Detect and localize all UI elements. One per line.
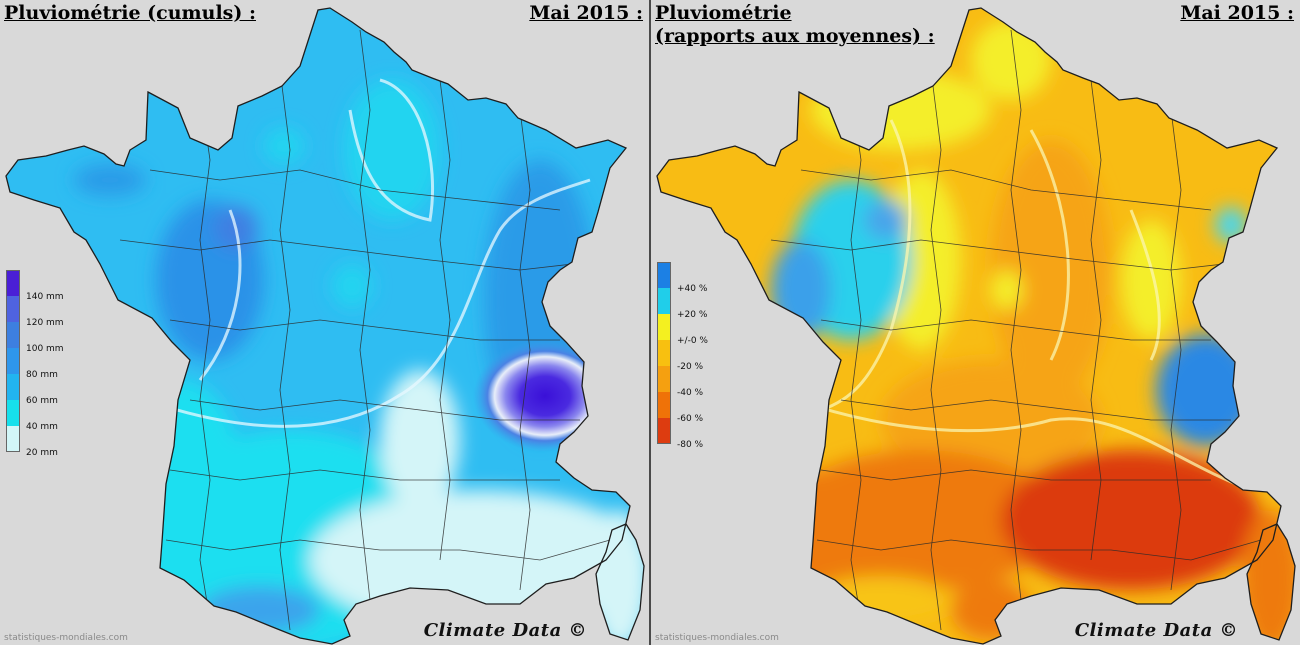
rainfall-anomaly-map-panel: Pluviométrie (rapports aux moyennes) : M…	[651, 0, 1300, 645]
rainfall-anomaly-legend: +40 % +20 % +/-0 % -20 % -40 % -60 % -80 %	[657, 262, 708, 450]
cumulative-rainfall-legend: 140 mm 120 mm 100 mm 80 mm 60 mm 40 mm 20 mm	[6, 270, 64, 458]
legend-label: 40 mm	[26, 422, 58, 432]
legend-swatch	[6, 348, 20, 374]
right-map-date: Mai 2015 :	[1180, 2, 1294, 24]
legend-label: -20 %	[677, 362, 704, 372]
legend-swatch	[6, 426, 20, 452]
legend-swatch	[657, 314, 671, 340]
legend-row: 40 mm	[6, 400, 64, 432]
legend-label: 80 mm	[26, 370, 58, 380]
legend-label: -60 %	[677, 414, 704, 424]
legend-row: -20 %	[657, 340, 708, 372]
left-watermark: statistiques-mondiales.com	[4, 633, 128, 643]
right-credit: Climate Data ©	[1074, 620, 1238, 641]
legend-row: 120 mm	[6, 296, 64, 328]
legend-row: +/-0 %	[657, 314, 708, 346]
legend-row: -60 %	[657, 392, 708, 424]
legend-row: 100 mm	[6, 322, 64, 354]
legend-label: 60 mm	[26, 396, 58, 406]
rainfall-anomaly-map	[656, 7, 1296, 645]
legend-row: 140 mm	[6, 270, 64, 302]
panel-divider	[649, 0, 651, 645]
left-map-date: Mai 2015 :	[529, 2, 643, 24]
legend-swatch	[657, 418, 671, 444]
cumulative-rainfall-map-panel: Pluviométrie (cumuls) : Mai 2015 : 140 m…	[0, 0, 649, 645]
legend-swatch	[657, 366, 671, 392]
right-watermark: statistiques-mondiales.com	[655, 633, 779, 643]
legend-swatch	[657, 262, 671, 288]
legend-swatch	[6, 270, 20, 296]
legend-swatch	[6, 374, 20, 400]
legend-row: -40 %	[657, 366, 708, 398]
legend-label: -80 %	[677, 440, 704, 450]
legend-label: +20 %	[677, 310, 708, 320]
legend-swatch	[6, 400, 20, 426]
cumulative-rainfall-map	[5, 7, 645, 645]
left-map-title: Pluviométrie (cumuls) :	[4, 2, 256, 24]
legend-label: 120 mm	[26, 318, 64, 328]
legend-swatch	[657, 288, 671, 314]
legend-label: +40 %	[677, 284, 708, 294]
legend-swatch	[6, 296, 20, 322]
legend-swatch	[6, 322, 20, 348]
legend-row: 20 mm	[6, 426, 64, 458]
legend-label: 20 mm	[26, 448, 58, 458]
legend-label: 140 mm	[26, 292, 64, 302]
legend-row: 80 mm	[6, 348, 64, 380]
right-map-title: Pluviométrie (rapports aux moyennes) :	[655, 2, 935, 47]
legend-swatch	[657, 392, 671, 418]
left-credit: Climate Data ©	[423, 620, 587, 641]
legend-row: 60 mm	[6, 374, 64, 406]
legend-row: +40 %	[657, 262, 708, 294]
legend-label: +/-0 %	[677, 336, 708, 346]
legend-row: -80 %	[657, 418, 708, 450]
legend-row: +20 %	[657, 288, 708, 320]
legend-label: 100 mm	[26, 344, 64, 354]
legend-label: -40 %	[677, 388, 704, 398]
legend-swatch	[657, 340, 671, 366]
